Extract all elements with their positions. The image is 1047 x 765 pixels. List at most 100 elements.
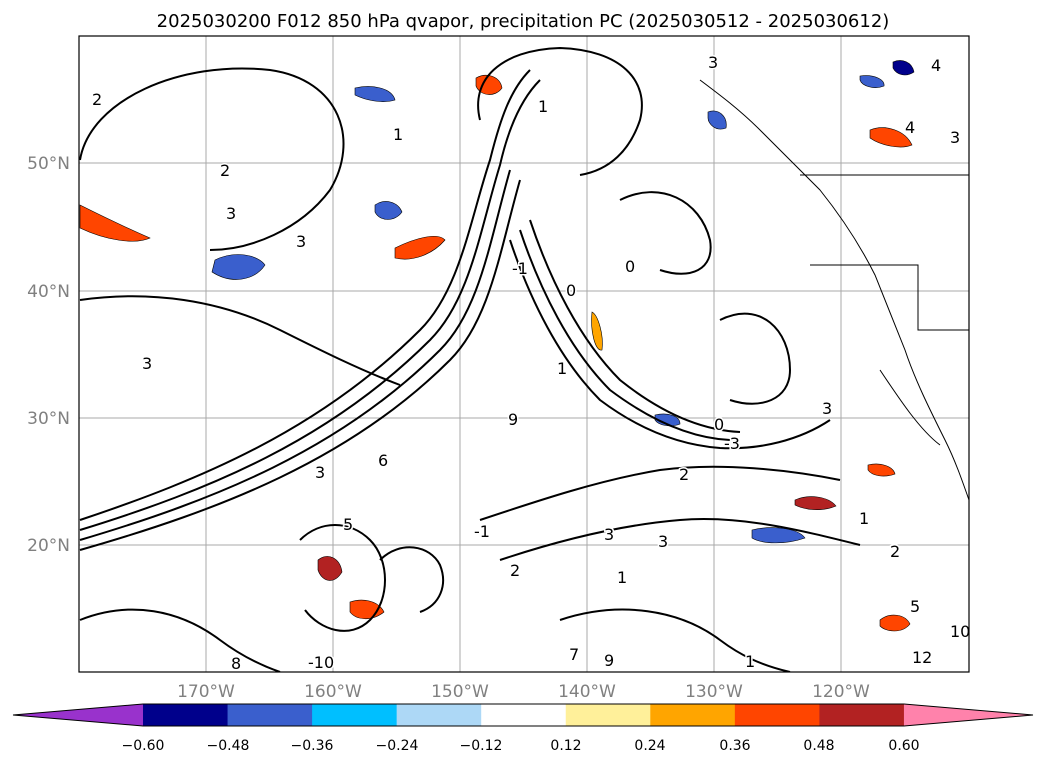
lat-labels: 50°N 40°N 30°N 20°N bbox=[27, 154, 70, 556]
colorbar-tick-label: −0.36 bbox=[291, 738, 334, 754]
colorbar-cell bbox=[312, 704, 398, 726]
colorbar-tick-label: −0.48 bbox=[207, 738, 250, 754]
colorbar-outline bbox=[12, 703, 1034, 727]
qvapor-contours bbox=[79, 46, 861, 672]
lat-label: 40°N bbox=[27, 282, 70, 302]
contour-label: -10 bbox=[308, 653, 334, 672]
contour-label: 9 bbox=[604, 651, 614, 670]
precip-patch-positive bbox=[879, 614, 911, 632]
colorbar-extend-min bbox=[13, 704, 143, 726]
contour-label: 3 bbox=[142, 354, 152, 373]
precip-patch-negative bbox=[859, 75, 885, 88]
precip-patch-positive bbox=[794, 496, 837, 510]
contour-line bbox=[79, 69, 531, 521]
contour-label: 4 bbox=[931, 56, 941, 75]
contour-line bbox=[559, 608, 791, 672]
contour-line bbox=[619, 191, 712, 275]
contour-label: 9 bbox=[508, 410, 518, 429]
lon-label: 130°W bbox=[685, 682, 743, 702]
contour-label: 8 bbox=[231, 654, 241, 673]
colorbar-cell bbox=[650, 704, 736, 726]
colorbar: −0.60 −0.48 −0.36 −0.24 −0.12 0.12 0.24 … bbox=[12, 703, 1034, 754]
map-frame bbox=[78, 35, 970, 673]
contour-line bbox=[79, 67, 345, 251]
colorbar-cells bbox=[12, 703, 1034, 727]
colorbar-cell bbox=[227, 704, 313, 726]
precip-patch-negative bbox=[707, 110, 727, 130]
contour-label: 5 bbox=[343, 515, 353, 534]
contour-line bbox=[79, 169, 511, 541]
contour-line bbox=[529, 219, 741, 433]
precip-shading bbox=[79, 60, 915, 632]
contour-label: 4 bbox=[905, 118, 915, 137]
contour-label: 3 bbox=[658, 532, 668, 551]
colorbar-tick-label: 0.12 bbox=[550, 738, 581, 754]
precip-patch-positive bbox=[867, 463, 896, 477]
lon-label: 170°W bbox=[177, 682, 235, 702]
state-borders bbox=[810, 264, 969, 331]
contour-label: 12 bbox=[912, 648, 932, 667]
contour-label: 0 bbox=[625, 257, 635, 276]
colorbar-tick-label: 0.48 bbox=[803, 738, 834, 754]
colorbar-tick-label: 0.60 bbox=[888, 738, 919, 754]
colorbar-cell bbox=[396, 704, 482, 726]
contour-label: 3 bbox=[296, 232, 306, 251]
contour-label: -3 bbox=[724, 434, 740, 453]
colorbar-cell bbox=[143, 704, 229, 726]
contour-label: -1 bbox=[474, 522, 490, 541]
lon-label: 160°W bbox=[304, 682, 362, 702]
contour-label: 6 bbox=[378, 451, 388, 470]
precip-patch-negative bbox=[211, 254, 266, 280]
contour-label: 1 bbox=[617, 568, 627, 587]
contour-label: 3 bbox=[950, 128, 960, 147]
colorbar-cell bbox=[819, 704, 905, 726]
contour-label: 1 bbox=[393, 125, 403, 144]
contour-line bbox=[79, 179, 521, 551]
colorbar-tick-label: −0.24 bbox=[376, 738, 419, 754]
lat-label: 50°N bbox=[27, 154, 70, 174]
contour-label: 10 bbox=[950, 622, 970, 641]
contour-line bbox=[499, 518, 861, 561]
precip-patch-negative bbox=[374, 201, 403, 220]
contour-labels: 2 1 2 3 3 3 1 0 1 -1 9 0 3 4 4 3 -3 1 2 … bbox=[91, 52, 972, 675]
lon-label: 140°W bbox=[558, 682, 616, 702]
contour-line bbox=[719, 312, 792, 405]
gridlines bbox=[79, 36, 969, 672]
colorbar-tick-label: 0.24 bbox=[634, 738, 665, 754]
precip-patch-positive bbox=[394, 236, 446, 260]
contour-label: 1 bbox=[859, 509, 869, 528]
precip-patch-positive bbox=[591, 311, 603, 351]
colorbar-extend-max bbox=[903, 704, 1033, 726]
contour-line bbox=[479, 465, 841, 521]
contour-label: 2 bbox=[92, 90, 102, 109]
contour-label: 7 bbox=[569, 645, 579, 664]
precip-patch-negative bbox=[892, 60, 915, 76]
colorbar-tick-label: −0.60 bbox=[122, 738, 165, 754]
us-mexico-border bbox=[879, 369, 941, 446]
lat-label: 20°N bbox=[27, 536, 70, 556]
contour-label: 0 bbox=[714, 415, 724, 434]
contour-label: 1 bbox=[538, 97, 548, 116]
contour-line bbox=[79, 608, 281, 672]
contour-label: 3 bbox=[822, 399, 832, 418]
contour-label: 3 bbox=[708, 53, 718, 72]
map-background bbox=[79, 36, 969, 672]
contour-line bbox=[509, 239, 831, 450]
north-america-coast bbox=[699, 79, 969, 501]
contour-label: 2 bbox=[679, 465, 689, 484]
contour-label: 3 bbox=[226, 204, 236, 223]
contour-line bbox=[519, 229, 731, 441]
lon-labels: 170°W 160°W 150°W 140°W 130°W 120°W bbox=[177, 682, 870, 702]
precip-patch-positive bbox=[79, 204, 151, 242]
precip-patch-negative bbox=[354, 86, 396, 102]
contour-label: 1 bbox=[557, 359, 567, 378]
contour-label: -1 bbox=[512, 259, 528, 278]
lat-label: 30°N bbox=[27, 409, 70, 429]
map-panel: 2 1 2 3 3 3 1 0 1 -1 9 0 3 4 4 3 -3 1 2 … bbox=[78, 35, 972, 675]
contour-label: 3 bbox=[315, 463, 325, 482]
contour-label: 1 bbox=[745, 652, 755, 671]
colorbar-tick-label: 0.36 bbox=[719, 738, 750, 754]
contour-label: 3 bbox=[604, 525, 614, 544]
contour-line bbox=[477, 46, 643, 176]
